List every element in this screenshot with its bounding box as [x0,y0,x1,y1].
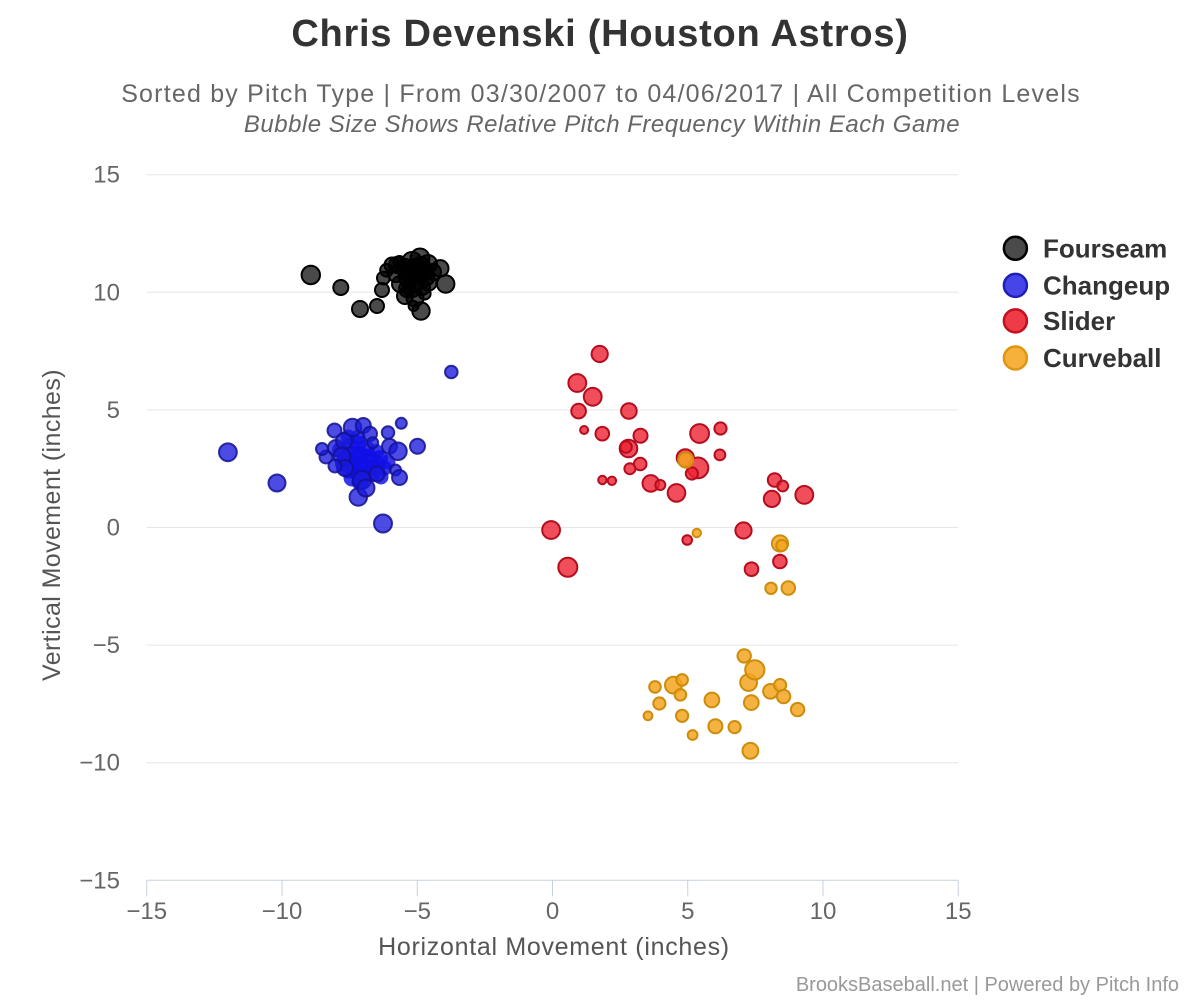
svg-text:Sorted by Pitch Type | From 03: Sorted by Pitch Type | From 03/30/2007 t… [121,80,1081,108]
svg-text:−15: −15 [79,867,120,894]
svg-text:−5: −5 [404,898,431,925]
svg-text:−10: −10 [262,898,303,925]
svg-text:−15: −15 [126,898,167,925]
svg-text:5: 5 [107,397,120,424]
svg-text:Fourseam: Fourseam [1043,233,1167,263]
svg-text:Bubble Size Shows Relative Pit: Bubble Size Shows Relative Pitch Frequen… [244,111,960,138]
svg-text:BrooksBaseball.net | Powered b: BrooksBaseball.net | Powered by Pitch In… [796,974,1179,996]
svg-text:Vertical Movement (inches): Vertical Movement (inches) [38,369,66,681]
svg-text:15: 15 [93,162,120,189]
svg-text:10: 10 [810,898,837,925]
svg-text:Changeup: Changeup [1043,270,1170,300]
svg-text:Slider: Slider [1043,306,1115,336]
svg-text:−10: −10 [79,750,120,777]
svg-text:15: 15 [945,898,972,925]
svg-text:Curveball: Curveball [1043,343,1162,373]
svg-text:10: 10 [93,279,120,306]
svg-text:0: 0 [546,898,559,925]
svg-text:Horizontal Movement (inches): Horizontal Movement (inches) [378,933,730,961]
svg-text:Chris Devenski (Houston Astros: Chris Devenski (Houston Astros) [291,13,908,55]
svg-text:0: 0 [107,515,120,542]
svg-text:−5: −5 [93,632,120,659]
svg-text:5: 5 [681,898,694,925]
